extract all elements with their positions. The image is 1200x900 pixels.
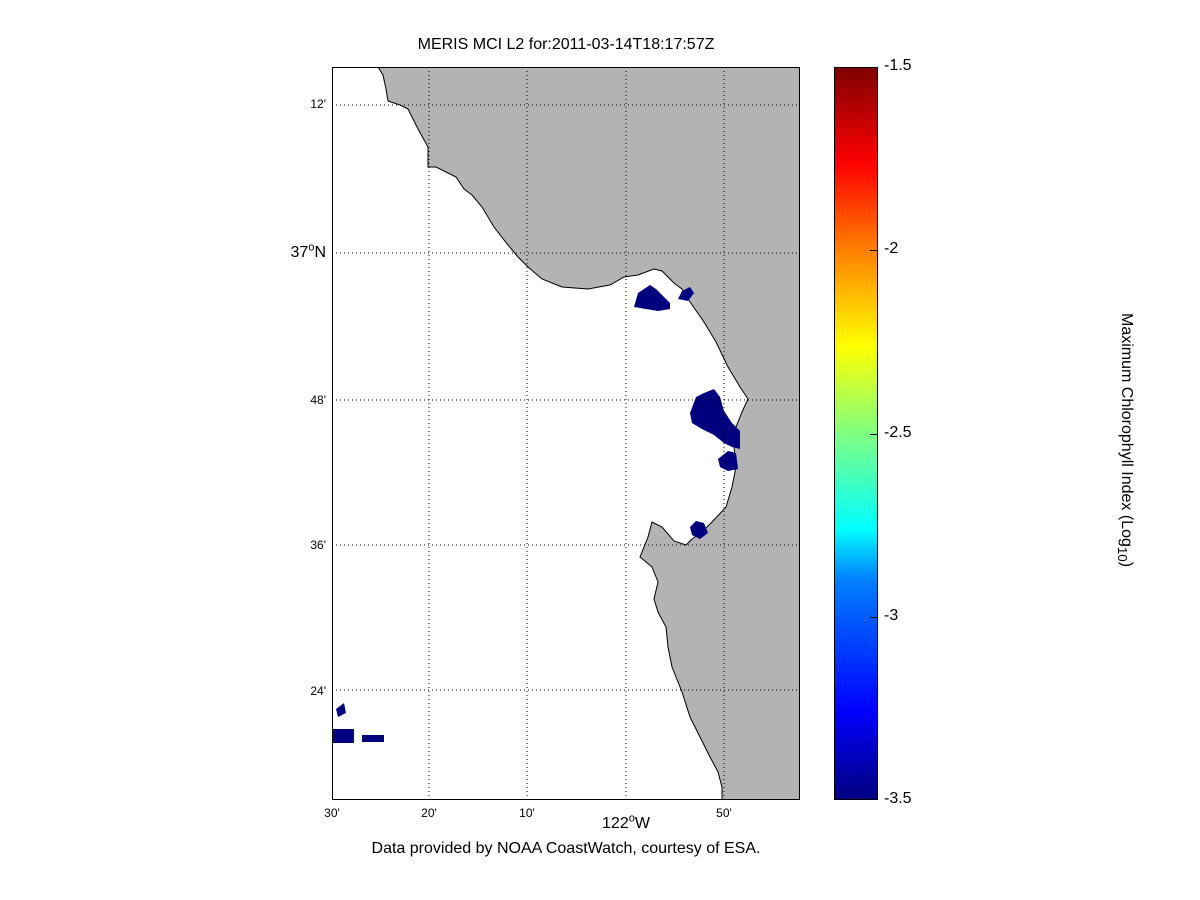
lon-122-suffix: W [634, 815, 650, 832]
colorbar-tick-mark [870, 67, 878, 68]
lat-37-suffix: N [314, 244, 326, 261]
map-title: MERIS MCI L2 for:2011-03-14T18:17:57Z [417, 36, 715, 53]
map-plot-area [332, 67, 800, 800]
lat-label-24: 24' [310, 684, 326, 698]
lat-37-degree: o [308, 241, 315, 254]
lon-label-50: 50' [716, 806, 732, 820]
colorbar-tick-mark [870, 616, 878, 618]
colorbar-tick-label: -1.5 [884, 57, 912, 74]
lon-label-30: 30' [324, 806, 340, 820]
lon-122-value: 122 [602, 815, 629, 832]
lon-label-20: 20' [421, 806, 437, 820]
colorbar-tick-mark [870, 799, 878, 800]
colorbar-label: Maximum Chlorophyll Index (Log10) [1115, 255, 1135, 625]
colorbar-tick-label: -3.5 [884, 790, 912, 807]
colorbar-label-sub: 10 [1114, 546, 1130, 562]
lat-label-12: 12' [310, 97, 326, 111]
colorbar-tick-label: -2.5 [884, 423, 912, 441]
colorbar-label-main: Maximum Chlorophyll Index (Log [1118, 312, 1135, 547]
lat-label-37n: 37oN [266, 241, 326, 262]
colorbar-tick-mark [870, 250, 878, 252]
colorbar-tick-label: -2 [884, 240, 899, 258]
bloom-patches [332, 285, 740, 743]
map-svg [332, 67, 800, 800]
lon-122-degree: o [628, 812, 635, 825]
lat-label-36: 36' [310, 538, 326, 552]
colorbar-label-end: ) [1118, 561, 1135, 568]
colorbar-tick-label: -3 [884, 606, 899, 624]
data-credit: Data provided by NOAA CoastWatch, courte… [371, 840, 761, 857]
lon-label-122w: 122oW [591, 812, 661, 833]
map-border [332, 67, 800, 800]
lon-label-10: 10' [519, 806, 535, 820]
land-mass [377, 67, 800, 800]
lat-label-48: 48' [310, 393, 326, 407]
colorbar-tick-mark [870, 433, 878, 435]
lat-37-value: 37 [290, 244, 309, 261]
